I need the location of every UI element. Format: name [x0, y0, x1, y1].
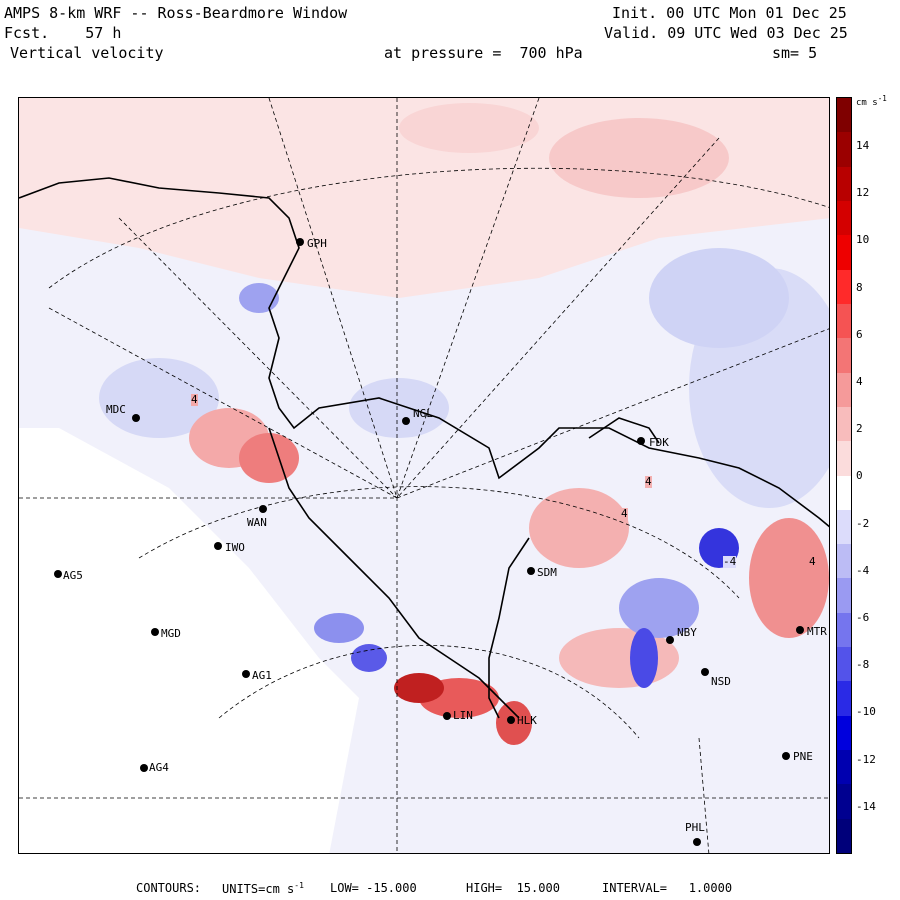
- colorbar-segment: [837, 509, 851, 545]
- model-title: AMPS 8-km WRF -- Ross-Beardmore Window: [4, 4, 348, 22]
- colorbar-tick-label: -8: [856, 658, 870, 672]
- station-label: MTR: [807, 625, 827, 638]
- colorbar-tick-label: 12: [856, 186, 870, 200]
- smoothing: sm= 5: [772, 44, 818, 62]
- colorbar-tick-label: -10: [856, 705, 876, 719]
- colorbar-tick-label: 6: [856, 327, 863, 341]
- footer-high: HIGH= 15.000: [466, 881, 560, 895]
- station-label: AG4: [149, 761, 169, 774]
- colorbar-segment: [837, 681, 851, 717]
- station-dot: [693, 838, 701, 846]
- footer-low: LOW= -15.000: [330, 881, 417, 895]
- station-dot: [796, 626, 804, 634]
- colorbar-tick-label: -14: [856, 799, 876, 813]
- footer-interval: INTERVAL= 1.0000: [602, 881, 733, 895]
- colorbar-segment: [837, 750, 851, 785]
- colorbar-tick-label: -4: [856, 563, 870, 577]
- station-dot: [443, 712, 451, 720]
- station-dot: [637, 437, 645, 445]
- station-label: NSD: [711, 675, 731, 688]
- colorbar: [836, 97, 852, 854]
- colorbar-segment: [837, 406, 851, 442]
- station-dot: [242, 670, 250, 678]
- contour-label: 4: [191, 393, 198, 406]
- colorbar-tick-label: 0: [856, 469, 863, 483]
- station-label: NBY: [677, 626, 697, 639]
- station-dot: [259, 505, 267, 513]
- colorbar-segment: [837, 578, 851, 614]
- station-dot: [402, 417, 410, 425]
- colorbar-segment: [837, 338, 851, 374]
- contour-label: 4: [809, 555, 816, 568]
- forecast-hour: Fcst. 57 h: [4, 24, 122, 42]
- pressure-level: at pressure = 700 hPa: [384, 44, 583, 62]
- colorbar-segment: [837, 647, 851, 682]
- valid-time: Valid. 09 UTC Wed 03 Dec 25: [604, 24, 848, 42]
- station-dot: [296, 238, 304, 246]
- map-field: [19, 98, 829, 853]
- station-dot: [666, 636, 674, 644]
- colorbar-segment: [837, 715, 851, 751]
- colorbar-segment: [837, 98, 851, 133]
- contour-label: 4: [645, 475, 652, 488]
- colorbar-segment: [837, 303, 851, 339]
- station-label: WAN: [247, 516, 267, 529]
- colorbar-segment: [837, 544, 851, 579]
- station-dot: [151, 628, 159, 636]
- colorbar-segment: [837, 612, 851, 648]
- footer-units: UNITS=cm s-1: [222, 881, 304, 896]
- colorbar-tick-label: 14: [856, 139, 870, 152]
- variable-name: Vertical velocity: [10, 44, 164, 62]
- colorbar-tick-label: -6: [856, 611, 870, 624]
- station-label: SDM: [537, 566, 557, 579]
- station-dot: [214, 542, 222, 550]
- station-label: NGL: [413, 407, 433, 420]
- colorbar-segment: [837, 372, 851, 408]
- station-dot: [527, 567, 535, 575]
- station-label: MDC: [106, 403, 126, 416]
- colorbar-segment: [837, 475, 851, 511]
- contour-label: 4: [621, 507, 628, 520]
- colorbar-tick-label: 8: [856, 280, 863, 294]
- colorbar-tick-label: -2: [856, 516, 870, 530]
- colorbar-segment: [837, 784, 851, 820]
- colorbar-segment: [837, 132, 851, 168]
- station-dot: [54, 570, 62, 578]
- footer-contours: CONTOURS:: [136, 881, 202, 895]
- init-time: Init. 00 UTC Mon 01 Dec 25: [612, 4, 847, 22]
- colorbar-units: cm s-1: [856, 94, 887, 108]
- colorbar-tick-label: -12: [856, 752, 876, 766]
- station-dot: [140, 764, 148, 772]
- colorbar-tick-label: 4: [856, 375, 863, 388]
- contour-label: -4: [723, 555, 737, 568]
- colorbar-tick-label: 2: [856, 422, 863, 436]
- station-label: FDK: [649, 436, 669, 449]
- station-label: AG1: [252, 669, 272, 682]
- station-dot: [507, 716, 515, 724]
- colorbar-segment: [837, 200, 851, 236]
- station-label: IWO: [225, 541, 245, 554]
- colorbar-segment: [837, 441, 851, 476]
- station-label: LIN: [453, 709, 473, 722]
- colorbar-tick-label: 10: [856, 233, 870, 247]
- station-label: GPH: [307, 237, 327, 250]
- station-label: AG5: [63, 569, 83, 582]
- colorbar-segment: [837, 269, 851, 305]
- station-dot: [132, 414, 140, 422]
- station-label: PHL: [685, 821, 705, 834]
- colorbar-segment: [837, 818, 851, 854]
- colorbar-segment: [837, 166, 851, 202]
- station-label: PNE: [793, 750, 813, 763]
- map-panel: GPH MDC NGL FDK WAN IWO AG5 SDM MGD NBY …: [18, 97, 830, 854]
- station-dot: [701, 668, 709, 676]
- station-label: HLK: [517, 714, 537, 727]
- station-label: MGD: [161, 627, 181, 640]
- station-dot: [782, 752, 790, 760]
- colorbar-segment: [837, 235, 851, 271]
